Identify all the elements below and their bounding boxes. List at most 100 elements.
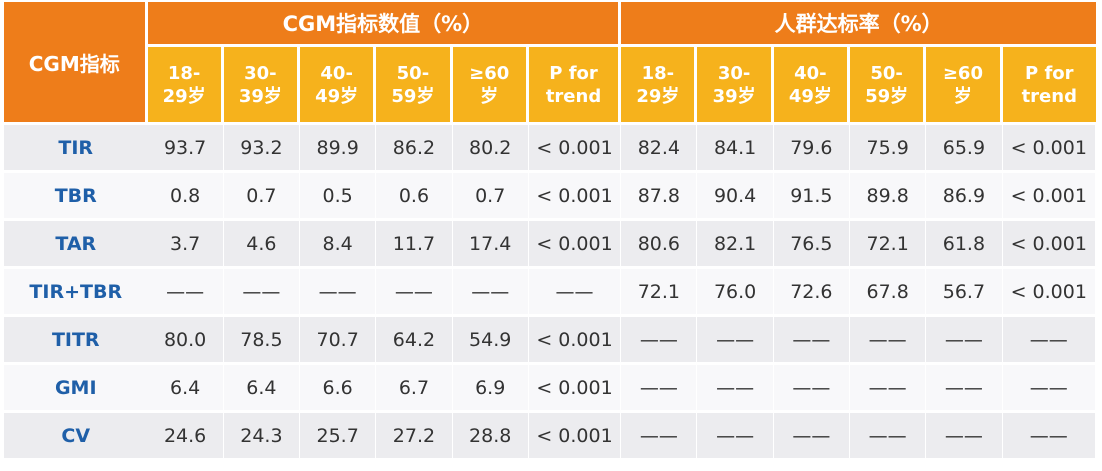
table-cell: —— — [850, 317, 927, 365]
table-cell: 8.4 — [300, 221, 377, 269]
table-cell: 3.7 — [147, 221, 224, 269]
table-cell: —— — [697, 365, 774, 413]
subheader-cell: P for trend — [1002, 47, 1096, 125]
subheader-row: 18- 29岁 30- 39岁 40- 49岁 50- 59岁 ≥60 岁 P for trend 18… — [4, 47, 1096, 125]
subheader-cell: 30- 39岁 — [223, 47, 301, 125]
table-cell: —— — [697, 317, 774, 365]
table-cell: 28.8 — [452, 413, 529, 461]
table-cell: 70.7 — [300, 317, 377, 365]
table-cell: 86.2 — [376, 125, 453, 173]
table-cell: 27.2 — [376, 413, 453, 461]
subheader-cell: P for trend — [528, 47, 622, 125]
table-cell: —— — [773, 317, 851, 365]
table-cell: —— — [697, 413, 774, 461]
table-cell: 78.5 — [223, 317, 301, 365]
table-body: TIR 93.7 93.2 89.9 86.2 80.2 < 0.001 82.4 84.1 79… — [4, 125, 1096, 461]
row-label: TBR — [4, 173, 148, 221]
table-cell: —— — [1002, 413, 1096, 461]
table-cell: < 0.001 — [1002, 221, 1096, 269]
row-label: TITR — [4, 317, 148, 365]
cgm-metrics-table: CGM指标 CGM指标数值（%） 人群达标率（%） 18- 29岁 30- 39岁 40… — [4, 2, 1096, 461]
subheader-cell: 30- 39岁 — [697, 47, 774, 125]
table-cell: 4.6 — [223, 221, 301, 269]
subheader-line: 59岁 — [391, 85, 435, 107]
subheader-line: 49岁 — [315, 85, 359, 107]
table-cell: 6.4 — [147, 365, 224, 413]
table-row: GMI 6.4 6.4 6.6 6.7 6.9 < 0.001 —— —— —— —— —— —— — [4, 365, 1096, 413]
table-cell: 72.6 — [773, 269, 851, 317]
table-cell: —— — [926, 365, 1003, 413]
row-label: TIR+TBR — [4, 269, 148, 317]
table-cell: —— — [147, 269, 224, 317]
table-row: CV 24.6 24.3 25.7 27.2 28.8 < 0.001 —— —— —— —— —— —… — [4, 413, 1096, 461]
table-cell: 25.7 — [300, 413, 377, 461]
table-cell: 0.8 — [147, 173, 224, 221]
table-row: TBR 0.8 0.7 0.5 0.6 0.7 < 0.001 87.8 90.4 91.5 89.… — [4, 173, 1096, 221]
subheader-line: trend — [545, 85, 602, 107]
table-cell: —— — [850, 413, 927, 461]
subheader-cell: 50- 59岁 — [850, 47, 927, 125]
table-cell: —— — [773, 365, 851, 413]
row-label: GMI — [4, 365, 148, 413]
table-cell: 0.7 — [452, 173, 529, 221]
table-cell: 91.5 — [773, 173, 851, 221]
subheader-line: ≥60 — [469, 62, 510, 84]
subheader-line: 39岁 — [712, 85, 756, 107]
table-cell: 65.9 — [926, 125, 1003, 173]
table-cell: 87.8 — [621, 173, 698, 221]
table-cell: —— — [850, 365, 927, 413]
table-cell: —— — [926, 413, 1003, 461]
table-row: TIR+TBR —— —— —— —— —— —— 72.1 76.0 72.6 67.8 56.7 <… — [4, 269, 1096, 317]
subheader-line: 50- — [396, 62, 430, 84]
group-header-cgm-values: CGM指标数值（%） — [147, 2, 622, 47]
table-cell: < 0.001 — [1002, 269, 1096, 317]
row-label: CV — [4, 413, 148, 461]
subheader-line: 岁 — [480, 85, 499, 107]
table-cell: 80.2 — [452, 125, 529, 173]
subheader-line: P for — [1025, 62, 1074, 84]
table-cell: 17.4 — [452, 221, 529, 269]
table-cell: —— — [452, 269, 529, 317]
table-cell: < 0.001 — [528, 173, 622, 221]
table-cell: —— — [926, 317, 1003, 365]
table-cell: 0.5 — [300, 173, 377, 221]
table-cell: 75.9 — [850, 125, 927, 173]
subheader-cell: 50- 59岁 — [376, 47, 453, 125]
subheader-line: P for — [549, 62, 598, 84]
subheader-line: 30- — [244, 62, 277, 84]
subheader-line: 29岁 — [162, 85, 206, 107]
table-cell: 89.9 — [300, 125, 377, 173]
table-cell: 24.6 — [147, 413, 224, 461]
table-cell: 67.8 — [850, 269, 927, 317]
row-label: TAR — [4, 221, 148, 269]
table-cell: 6.7 — [376, 365, 453, 413]
table-cell: 64.2 — [376, 317, 453, 365]
table-cell: —— — [300, 269, 377, 317]
table-cell: 6.6 — [300, 365, 377, 413]
subheader-cell: ≥60 岁 — [452, 47, 529, 125]
table-cell: 72.1 — [850, 221, 927, 269]
corner-header: CGM指标 — [4, 2, 148, 125]
subheader-line: 18- — [641, 62, 675, 84]
table-cell: 84.1 — [697, 125, 774, 173]
table-cell: 0.6 — [376, 173, 453, 221]
subheader-line: 40- — [320, 62, 353, 84]
table-row: TITR 80.0 78.5 70.7 64.2 54.9 < 0.001 —— —— —— —— —… — [4, 317, 1096, 365]
table-cell: 6.4 — [223, 365, 301, 413]
table-cell: < 0.001 — [528, 221, 622, 269]
table-cell: 56.7 — [926, 269, 1003, 317]
subheader-line: 39岁 — [238, 85, 282, 107]
subheader-line: 49岁 — [788, 85, 832, 107]
table-cell: 90.4 — [697, 173, 774, 221]
table-cell: 61.8 — [926, 221, 1003, 269]
table-cell: 11.7 — [376, 221, 453, 269]
subheader-line: 50- — [870, 62, 903, 84]
subheader-line: 岁 — [953, 85, 972, 107]
table-cell: —— — [621, 317, 698, 365]
table-cell: 93.7 — [147, 125, 224, 173]
subheader-line: 18- — [167, 62, 201, 84]
subheader-line: 59岁 — [865, 85, 909, 107]
subheader-line: ≥60 — [942, 62, 983, 84]
table-cell: 89.8 — [850, 173, 927, 221]
